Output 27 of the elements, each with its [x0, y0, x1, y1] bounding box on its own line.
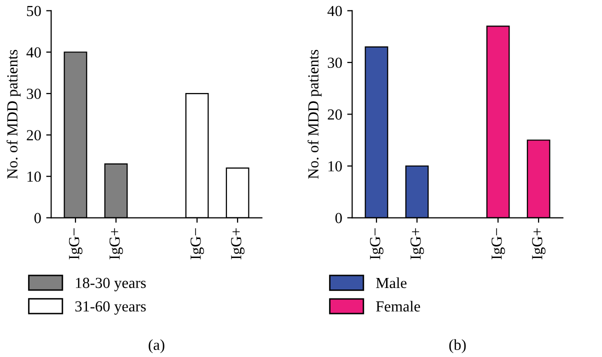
- y-tick-label: 10: [28, 172, 41, 182]
- x-tick-label: IgG+: [231, 228, 244, 260]
- y-tick-label: 0: [34, 212, 41, 224]
- y-tick-label: 40: [327, 6, 342, 16]
- legend-label: Female: [376, 300, 420, 312]
- x-tick-label: IgG+: [410, 228, 424, 260]
- x-axis-title: (a): [148, 339, 164, 354]
- x-tick-label: IgG−: [68, 228, 82, 260]
- legend-label: 18-30 years: [76, 278, 146, 292]
- y-tick-label: 30: [26, 88, 41, 99]
- x-axis-title: (b): [449, 339, 466, 354]
- y-tick-label: 50: [27, 6, 41, 16]
- x-tick-label: IgG+: [532, 228, 546, 260]
- y-tick-label: 40: [26, 47, 41, 58]
- x-tick-label: IgG+: [110, 228, 123, 260]
- legend-label: Male: [376, 277, 406, 288]
- legend-label: 31-60 years: [75, 301, 146, 315]
- y-tick-label: 10: [328, 161, 342, 172]
- x-tick-label: IgG−: [190, 228, 204, 260]
- y-tick-label: 20: [26, 130, 41, 140]
- y-axis-title: No. of MDD patients: [6, 50, 21, 179]
- y-axis-title: No. of MDD patients: [308, 50, 322, 179]
- y-tick-label: 30: [328, 58, 342, 68]
- y-tick-label: 20: [328, 109, 342, 120]
- y-tick-label: 0: [335, 212, 342, 224]
- x-tick-label: IgG−: [370, 228, 384, 260]
- x-tick-label: IgG−: [492, 228, 505, 260]
